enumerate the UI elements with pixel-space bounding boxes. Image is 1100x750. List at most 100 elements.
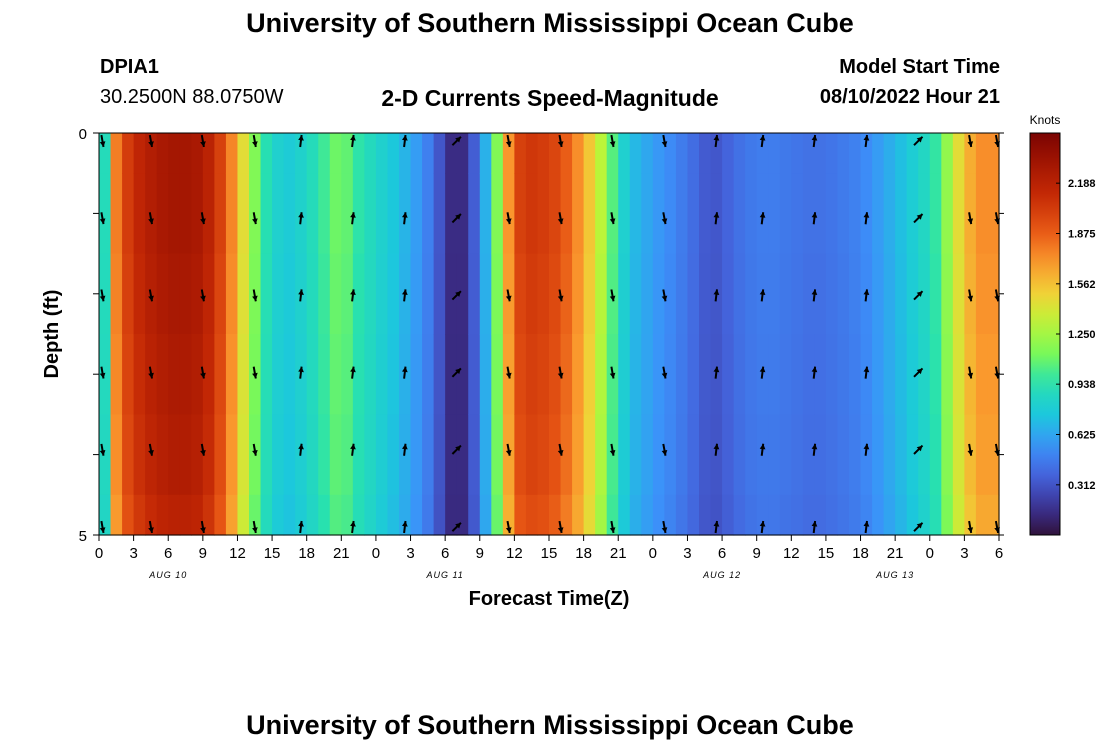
heatmap-cell bbox=[433, 494, 446, 536]
current-arrow bbox=[759, 443, 766, 456]
date-label: AUG 13 bbox=[875, 570, 914, 580]
heatmap-cell bbox=[156, 494, 169, 536]
heatmap-cell bbox=[710, 133, 723, 174]
heatmap-cell bbox=[168, 334, 181, 415]
current-arrow bbox=[661, 443, 668, 456]
heatmap-cell bbox=[225, 494, 239, 536]
heatmap-cell bbox=[745, 173, 758, 255]
x-axis-label: Forecast Time(Z) bbox=[469, 588, 630, 610]
colorbar-tick-label: 1.250 bbox=[1068, 329, 1096, 341]
current-arrow bbox=[148, 520, 154, 534]
current-arrow bbox=[402, 443, 408, 456]
heatmap-cell bbox=[122, 334, 135, 415]
heatmap-cell bbox=[399, 494, 412, 536]
heatmap-cell bbox=[837, 173, 850, 255]
current-arrow bbox=[99, 520, 106, 534]
heatmap-cell bbox=[560, 414, 573, 496]
arrow-head bbox=[402, 366, 408, 373]
heatmap-cell bbox=[110, 253, 123, 335]
x-tick-label: 18 bbox=[575, 545, 592, 562]
heatmap-cells bbox=[99, 133, 1000, 536]
current-arrow bbox=[298, 212, 304, 225]
current-arrow bbox=[350, 366, 356, 379]
current-arrow bbox=[252, 134, 258, 148]
heatmap-cell bbox=[433, 133, 446, 174]
arrow-head bbox=[200, 295, 206, 302]
heatmap-cell bbox=[699, 414, 712, 496]
heatmap-cell bbox=[179, 334, 192, 415]
arrow-head bbox=[298, 443, 304, 450]
heatmap-cell bbox=[791, 133, 804, 174]
heatmap-cell bbox=[583, 173, 596, 255]
arrow-head bbox=[298, 289, 304, 295]
arrow-head bbox=[148, 372, 154, 379]
heatmap-cell bbox=[745, 253, 758, 335]
heatmap-cell bbox=[237, 133, 250, 174]
heatmap-cell bbox=[283, 133, 296, 174]
arrow-head bbox=[967, 218, 974, 225]
x-tick-label: 12 bbox=[783, 545, 800, 562]
product-name: 2-D Currents Speed-Magnitude bbox=[381, 85, 719, 111]
heatmap-cell bbox=[341, 133, 354, 174]
heatmap-cell bbox=[145, 494, 158, 536]
heatmap-cell bbox=[987, 173, 1000, 255]
current-arrow bbox=[967, 212, 974, 225]
arrow-head bbox=[455, 136, 461, 143]
heatmap-cell bbox=[133, 173, 146, 255]
heatmap-cell bbox=[410, 334, 423, 415]
heatmap-cell bbox=[664, 133, 677, 174]
heatmap-cell bbox=[352, 253, 365, 335]
heatmap-cell bbox=[941, 334, 954, 415]
heatmap-cell bbox=[722, 133, 735, 174]
heatmap-cell bbox=[375, 173, 389, 255]
arrow-head bbox=[557, 295, 564, 302]
model-start-label: Model Start Time bbox=[839, 56, 1000, 78]
heatmap-cell bbox=[699, 494, 712, 536]
heatmap-cell bbox=[537, 494, 550, 536]
heatmap-cell bbox=[364, 173, 377, 255]
arrow-head bbox=[661, 218, 668, 225]
heatmap-cell bbox=[387, 133, 400, 174]
arrow-head bbox=[350, 212, 356, 218]
current-arrow bbox=[298, 134, 304, 148]
heatmap-cell bbox=[883, 253, 896, 335]
heatmap-cell bbox=[456, 253, 469, 335]
colorbar-tick-label: 1.875 bbox=[1068, 229, 1096, 241]
heatmap-cell bbox=[479, 414, 492, 496]
heatmap-cell bbox=[133, 494, 146, 536]
current-arrow bbox=[252, 443, 258, 456]
heatmap-cell bbox=[387, 494, 400, 536]
heatmap-cell bbox=[560, 133, 573, 174]
heatmap-cell bbox=[479, 494, 492, 536]
current-arrow bbox=[661, 212, 668, 225]
heatmap-cell bbox=[768, 173, 781, 255]
arrow-head bbox=[863, 135, 870, 141]
current-arrow bbox=[811, 289, 818, 302]
heatmap-cell bbox=[456, 334, 469, 415]
heatmap-cell bbox=[410, 414, 423, 496]
heatmap-cell bbox=[410, 133, 423, 174]
heatmap-cell bbox=[214, 173, 227, 255]
heatmap-cell bbox=[387, 253, 400, 335]
x-tick-label: 15 bbox=[818, 545, 835, 562]
heatmap-cell bbox=[468, 253, 481, 335]
heatmap-cell bbox=[110, 133, 123, 174]
current-arrow bbox=[557, 289, 564, 302]
heatmap-cell bbox=[295, 133, 308, 174]
heatmap-cell bbox=[283, 253, 296, 335]
heatmap-cell bbox=[710, 494, 723, 536]
heatmap-cell bbox=[514, 253, 527, 335]
heatmap-cell bbox=[895, 173, 908, 255]
arrow-head bbox=[713, 212, 720, 218]
heatmap-cell bbox=[941, 133, 954, 174]
heatmap-cell bbox=[860, 494, 873, 536]
axes: 0 3 6 9 12 15 18 21 0 3 6 9 12 15 18 21 0 3 6 9 12 15 18 21 0 3 6 A… bbox=[79, 126, 1004, 580]
arrow-head bbox=[350, 521, 356, 527]
heatmap-cell bbox=[583, 494, 596, 536]
arrow-head bbox=[298, 366, 304, 373]
heatmap-cell bbox=[572, 253, 585, 335]
heatmap-cell bbox=[99, 253, 112, 335]
heatmap-cell bbox=[849, 494, 862, 536]
heatmap-cell bbox=[791, 334, 804, 415]
